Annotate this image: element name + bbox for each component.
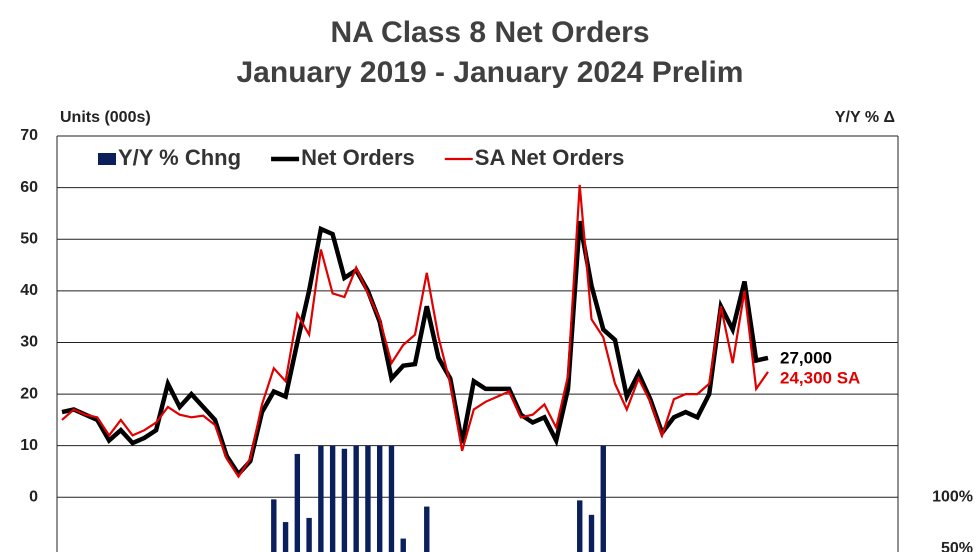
y-tick-label: 10 xyxy=(20,437,38,454)
chart-title: NA Class 8 Net Orders xyxy=(330,16,649,49)
y2-tick-label: 100% xyxy=(932,489,973,506)
legend-label: SA Net Orders xyxy=(475,145,625,170)
legend-swatch xyxy=(98,153,116,165)
bar xyxy=(282,522,289,552)
y-axis-label: Units (000s) xyxy=(60,109,151,126)
y-tick-label: 0 xyxy=(29,489,38,506)
bar xyxy=(271,499,277,552)
bar xyxy=(365,445,371,552)
bar xyxy=(400,538,406,552)
bar xyxy=(600,445,606,552)
bar xyxy=(424,506,430,552)
bar xyxy=(588,514,595,552)
bar xyxy=(353,445,359,552)
line xyxy=(61,220,769,478)
bar xyxy=(341,448,348,552)
y2-axis-label: Y/Y % Δ xyxy=(835,109,895,126)
annotation: 24,300 SA xyxy=(780,368,860,387)
line xyxy=(61,184,769,479)
bar xyxy=(306,517,312,552)
bar xyxy=(577,500,583,552)
y-tick-label: 70 xyxy=(20,127,38,144)
bar xyxy=(377,445,383,552)
bar xyxy=(388,445,395,552)
bar xyxy=(318,445,324,552)
y-tick-label: 50 xyxy=(20,230,38,247)
y2-tick-label: 50% xyxy=(941,540,973,552)
bar xyxy=(294,453,301,552)
annotation: 27,000 xyxy=(780,348,832,367)
y-tick-label: 40 xyxy=(20,282,38,299)
legend-label: Net Orders xyxy=(301,145,415,170)
chart-subtitle: January 2019 - January 2024 Prelim xyxy=(237,56,744,89)
y-tick-label: 30 xyxy=(20,334,38,351)
bar xyxy=(329,445,336,552)
legend-label: Y/Y % Chng xyxy=(118,145,241,170)
y-tick-label: 60 xyxy=(20,179,38,196)
y-tick-label: 20 xyxy=(20,385,38,402)
